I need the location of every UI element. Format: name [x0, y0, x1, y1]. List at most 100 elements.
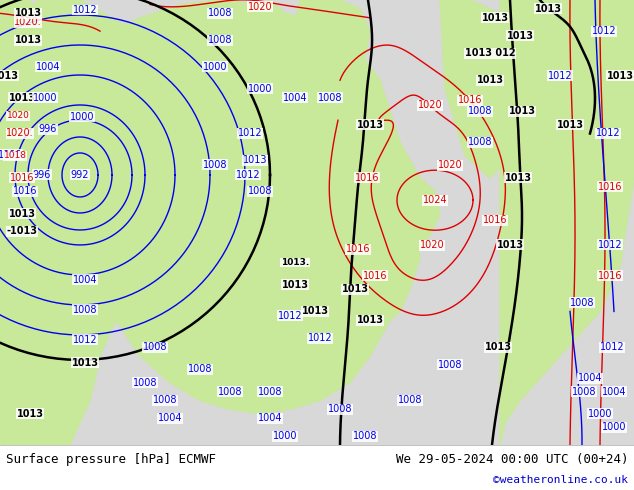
- Text: 1020: 1020: [420, 240, 444, 250]
- Text: 1016: 1016: [598, 182, 622, 192]
- Text: 1008: 1008: [133, 378, 157, 388]
- Text: 1013: 1013: [15, 8, 41, 18]
- Polygon shape: [0, 0, 55, 445]
- Polygon shape: [345, 178, 440, 254]
- Polygon shape: [295, 0, 370, 80]
- Text: 1016: 1016: [482, 215, 507, 225]
- Text: 1004: 1004: [283, 93, 307, 103]
- Polygon shape: [60, 0, 430, 414]
- Text: 992: 992: [71, 170, 89, 180]
- Text: 1013: 1013: [72, 358, 98, 368]
- Text: 1008: 1008: [258, 387, 282, 396]
- Text: 1004: 1004: [36, 62, 60, 72]
- Text: 1008: 1008: [572, 387, 596, 396]
- Text: 1016: 1016: [458, 95, 482, 105]
- Text: 1020: 1020: [437, 160, 462, 170]
- Text: 1000: 1000: [273, 431, 297, 441]
- Text: 1008: 1008: [203, 160, 227, 170]
- Text: 1013: 1013: [8, 209, 36, 219]
- Text: 1004: 1004: [158, 413, 182, 423]
- Text: 1000: 1000: [33, 93, 57, 103]
- Text: 1020.: 1020.: [6, 128, 34, 139]
- Polygon shape: [184, 35, 256, 72]
- Text: 1008: 1008: [468, 106, 492, 116]
- Text: 1008: 1008: [398, 395, 422, 405]
- Text: 1013: 1013: [534, 4, 562, 14]
- Text: 1008: 1008: [468, 137, 492, 147]
- Text: 1013: 1013: [356, 316, 384, 325]
- Text: 1008: 1008: [353, 431, 377, 441]
- Text: 1000: 1000: [70, 112, 94, 122]
- Text: 1013: 1013: [557, 120, 583, 129]
- Text: 1012: 1012: [598, 240, 623, 250]
- Text: 1008: 1008: [437, 360, 462, 370]
- Text: 1013: 1013: [507, 30, 533, 41]
- Text: 1012: 1012: [236, 170, 261, 180]
- Text: -1013: -1013: [6, 226, 37, 236]
- Text: 1012: 1012: [600, 342, 624, 352]
- Text: 1016: 1016: [10, 173, 34, 183]
- Text: 1008: 1008: [73, 305, 97, 315]
- Text: 1008: 1008: [208, 35, 232, 45]
- Text: 1004: 1004: [602, 387, 626, 396]
- Polygon shape: [240, 0, 290, 75]
- Text: Surface pressure [hPa] ECMWF: Surface pressure [hPa] ECMWF: [6, 453, 216, 466]
- Polygon shape: [500, 0, 634, 445]
- Text: 1020.: 1020.: [14, 17, 42, 27]
- Text: 1012: 1012: [278, 311, 302, 321]
- Text: 1020: 1020: [6, 111, 29, 120]
- Text: 1013 012: 1013 012: [465, 49, 515, 58]
- Text: 1008: 1008: [153, 395, 178, 405]
- Text: We 29-05-2024 00:00 UTC (00+24): We 29-05-2024 00:00 UTC (00+24): [396, 453, 628, 466]
- Text: 1008: 1008: [318, 93, 342, 103]
- Text: 1016: 1016: [598, 271, 622, 281]
- Polygon shape: [440, 0, 530, 178]
- Text: 1008: 1008: [328, 404, 353, 415]
- Text: 1008: 1008: [143, 342, 167, 352]
- Text: 1012: 1012: [592, 26, 616, 36]
- Text: 1008: 1008: [188, 364, 212, 374]
- Text: 1012: 1012: [596, 128, 620, 139]
- Text: 1008: 1008: [217, 387, 242, 396]
- Text: 1016: 1016: [355, 173, 379, 183]
- Text: 996: 996: [39, 124, 57, 134]
- Text: 1004: 1004: [73, 275, 97, 285]
- Polygon shape: [285, 222, 420, 320]
- Text: 1013: 1013: [484, 342, 512, 352]
- Text: 1012: 1012: [238, 128, 262, 139]
- Text: 1004: 1004: [578, 373, 602, 383]
- Text: 1008: 1008: [248, 186, 272, 196]
- Polygon shape: [0, 0, 170, 445]
- Text: 1013: 1013: [16, 409, 44, 419]
- Text: 1008: 1008: [570, 297, 594, 308]
- Text: 1012: 1012: [548, 71, 573, 81]
- Text: 1013: 1013: [505, 173, 531, 183]
- Text: 1016: 1016: [363, 271, 387, 281]
- Text: 1016: 1016: [13, 186, 37, 196]
- Text: 1018: 1018: [4, 151, 27, 160]
- Text: 996: 996: [33, 170, 51, 180]
- Text: 1012: 1012: [73, 335, 97, 345]
- Text: 1024: 1024: [423, 195, 448, 205]
- Text: 1013: 1013: [0, 71, 18, 81]
- Text: 1013.: 1013.: [281, 258, 309, 267]
- Text: 1013: 1013: [496, 240, 524, 250]
- Text: 1013: 1013: [243, 155, 268, 165]
- Text: ©weatheronline.co.uk: ©weatheronline.co.uk: [493, 475, 628, 485]
- Text: 1013: 1013: [481, 13, 508, 23]
- Text: 1013: 1013: [607, 71, 633, 81]
- Text: 1016: 1016: [346, 244, 370, 254]
- Text: 1000: 1000: [588, 409, 612, 419]
- Text: 1013: 1013: [508, 106, 536, 116]
- Text: 1013: 1013: [302, 306, 328, 317]
- Polygon shape: [233, 146, 277, 174]
- Text: 1020: 1020: [418, 100, 443, 110]
- Text: 1000: 1000: [0, 150, 22, 160]
- Text: 1000: 1000: [602, 422, 626, 432]
- Text: 1013: 1013: [15, 35, 41, 45]
- Text: 1000: 1000: [248, 84, 272, 94]
- Text: 1008: 1008: [208, 8, 232, 18]
- Text: 1000: 1000: [203, 62, 227, 72]
- Text: 1020: 1020: [248, 1, 273, 12]
- Text: 1012: 1012: [73, 5, 97, 15]
